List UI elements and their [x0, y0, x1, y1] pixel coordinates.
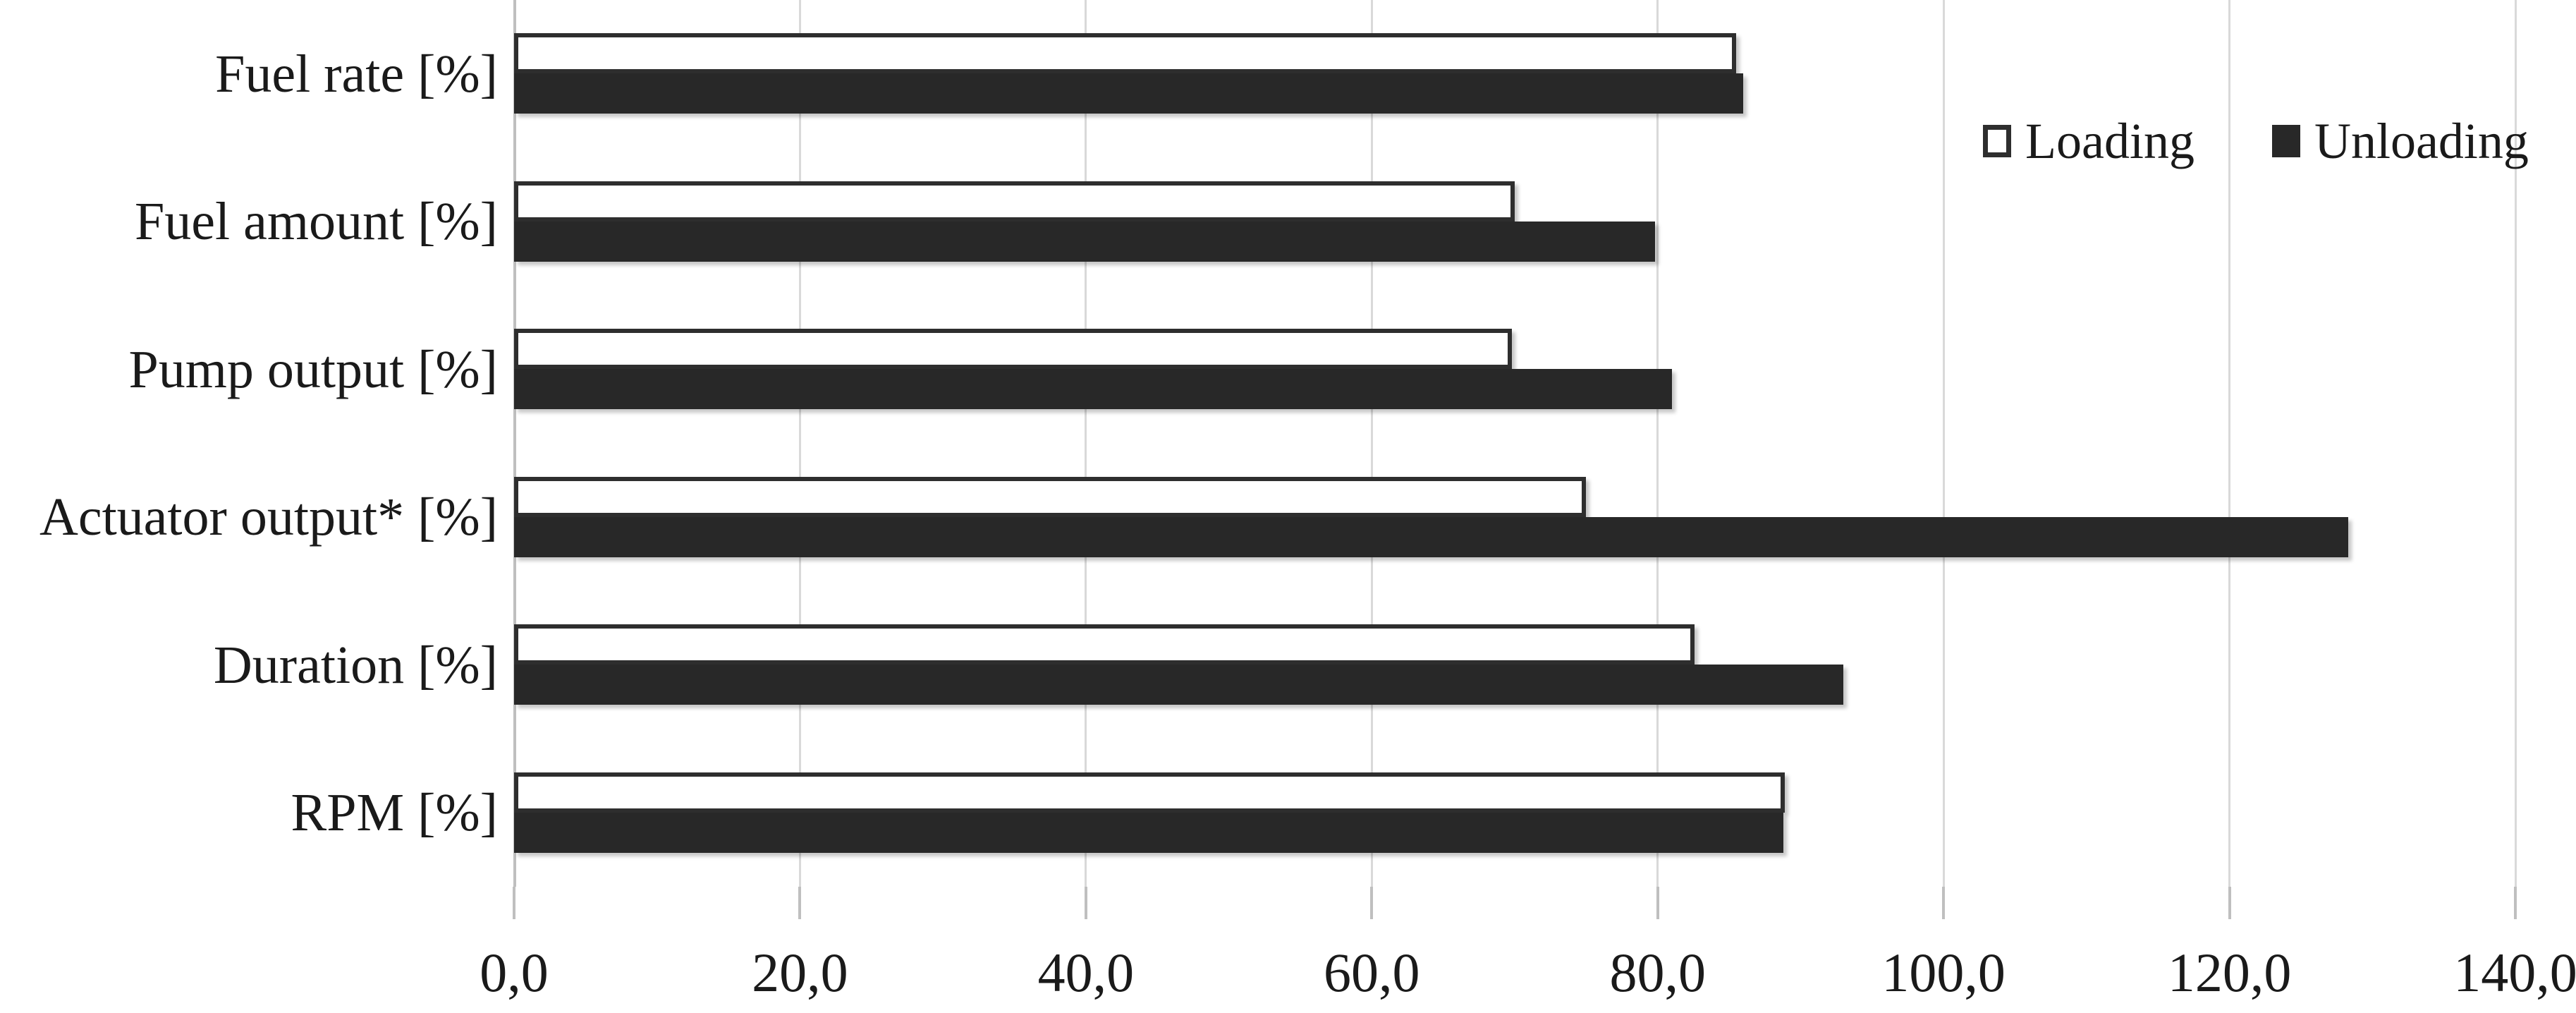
x-tick-label-100,0: 100,0: [1881, 942, 2006, 1003]
bar-unloading-fuel-amount: [514, 221, 1655, 262]
gridline-20,0: [798, 0, 801, 887]
x-tick-label-0,0: 0,0: [480, 942, 549, 1003]
axis-tick-0,0: [513, 887, 515, 919]
unloading-swatch-icon: [2271, 125, 2300, 157]
legend-item-loading: Loading: [1983, 116, 2195, 166]
axis-tick-20,0: [798, 887, 802, 919]
bar-loading-duration: [514, 624, 1695, 665]
category-label-fuel-rate: Fuel rate [%]: [215, 44, 498, 104]
gridline-140,0: [2514, 0, 2517, 887]
plot-area: [513, 0, 2517, 887]
bar-unloading-rpm: [514, 812, 1784, 853]
axis-tick-60,0: [1370, 887, 1374, 919]
x-tick-label-120,0: 120,0: [2167, 942, 2292, 1003]
bar-loading-rpm: [514, 772, 1786, 813]
bar-loading-pump-output: [514, 329, 1512, 369]
category-label-pump-output: Pump output [%]: [128, 339, 498, 399]
bar-unloading-pump-output: [514, 369, 1672, 409]
bar-loading-actuator-output: [514, 476, 1587, 517]
category-label-fuel-amount: Fuel amount [%]: [134, 192, 498, 252]
bar-loading-fuel-amount: [514, 181, 1515, 222]
x-tick-label-40,0: 40,0: [1037, 942, 1135, 1003]
category-label-duration: Duration [%]: [213, 635, 498, 695]
legend-item-unloading: Unloading: [2271, 113, 2529, 169]
axis-tick-120,0: [2228, 887, 2231, 919]
gridline-40,0: [1085, 0, 1087, 887]
gridline-120,0: [2228, 0, 2231, 887]
axis-tick-140,0: [2514, 887, 2517, 919]
gridline-80,0: [1656, 0, 1659, 887]
bar-loading-fuel-rate: [514, 33, 1737, 73]
axis-baseline: [513, 0, 516, 887]
bar-unloading-duration: [514, 665, 1844, 705]
loading-swatch-icon: [1983, 125, 2011, 157]
bar-unloading-actuator-output: [514, 516, 2348, 557]
x-tick-label-140,0: 140,0: [2453, 942, 2576, 1003]
x-tick-label-60,0: 60,0: [1324, 942, 1420, 1003]
category-label-actuator-output: Actuator output* [%]: [39, 487, 498, 547]
gridline-100,0: [1942, 0, 1945, 887]
x-tick-label-20,0: 20,0: [752, 942, 848, 1003]
category-label-rpm: RPM [%]: [291, 783, 498, 843]
bar-unloading-fuel-rate: [514, 73, 1744, 114]
gridline-60,0: [1370, 0, 1373, 887]
x-tick-label-80,0: 80,0: [1609, 942, 1706, 1003]
axis-tick-80,0: [1656, 887, 1659, 919]
legend: Loading Unloading: [1983, 116, 2529, 166]
legend-label-unloading: Unloading: [2314, 113, 2529, 169]
axis-tick-40,0: [1084, 887, 1087, 919]
legend-label-loading: Loading: [2025, 113, 2195, 169]
axis-tick-100,0: [1942, 887, 1946, 919]
